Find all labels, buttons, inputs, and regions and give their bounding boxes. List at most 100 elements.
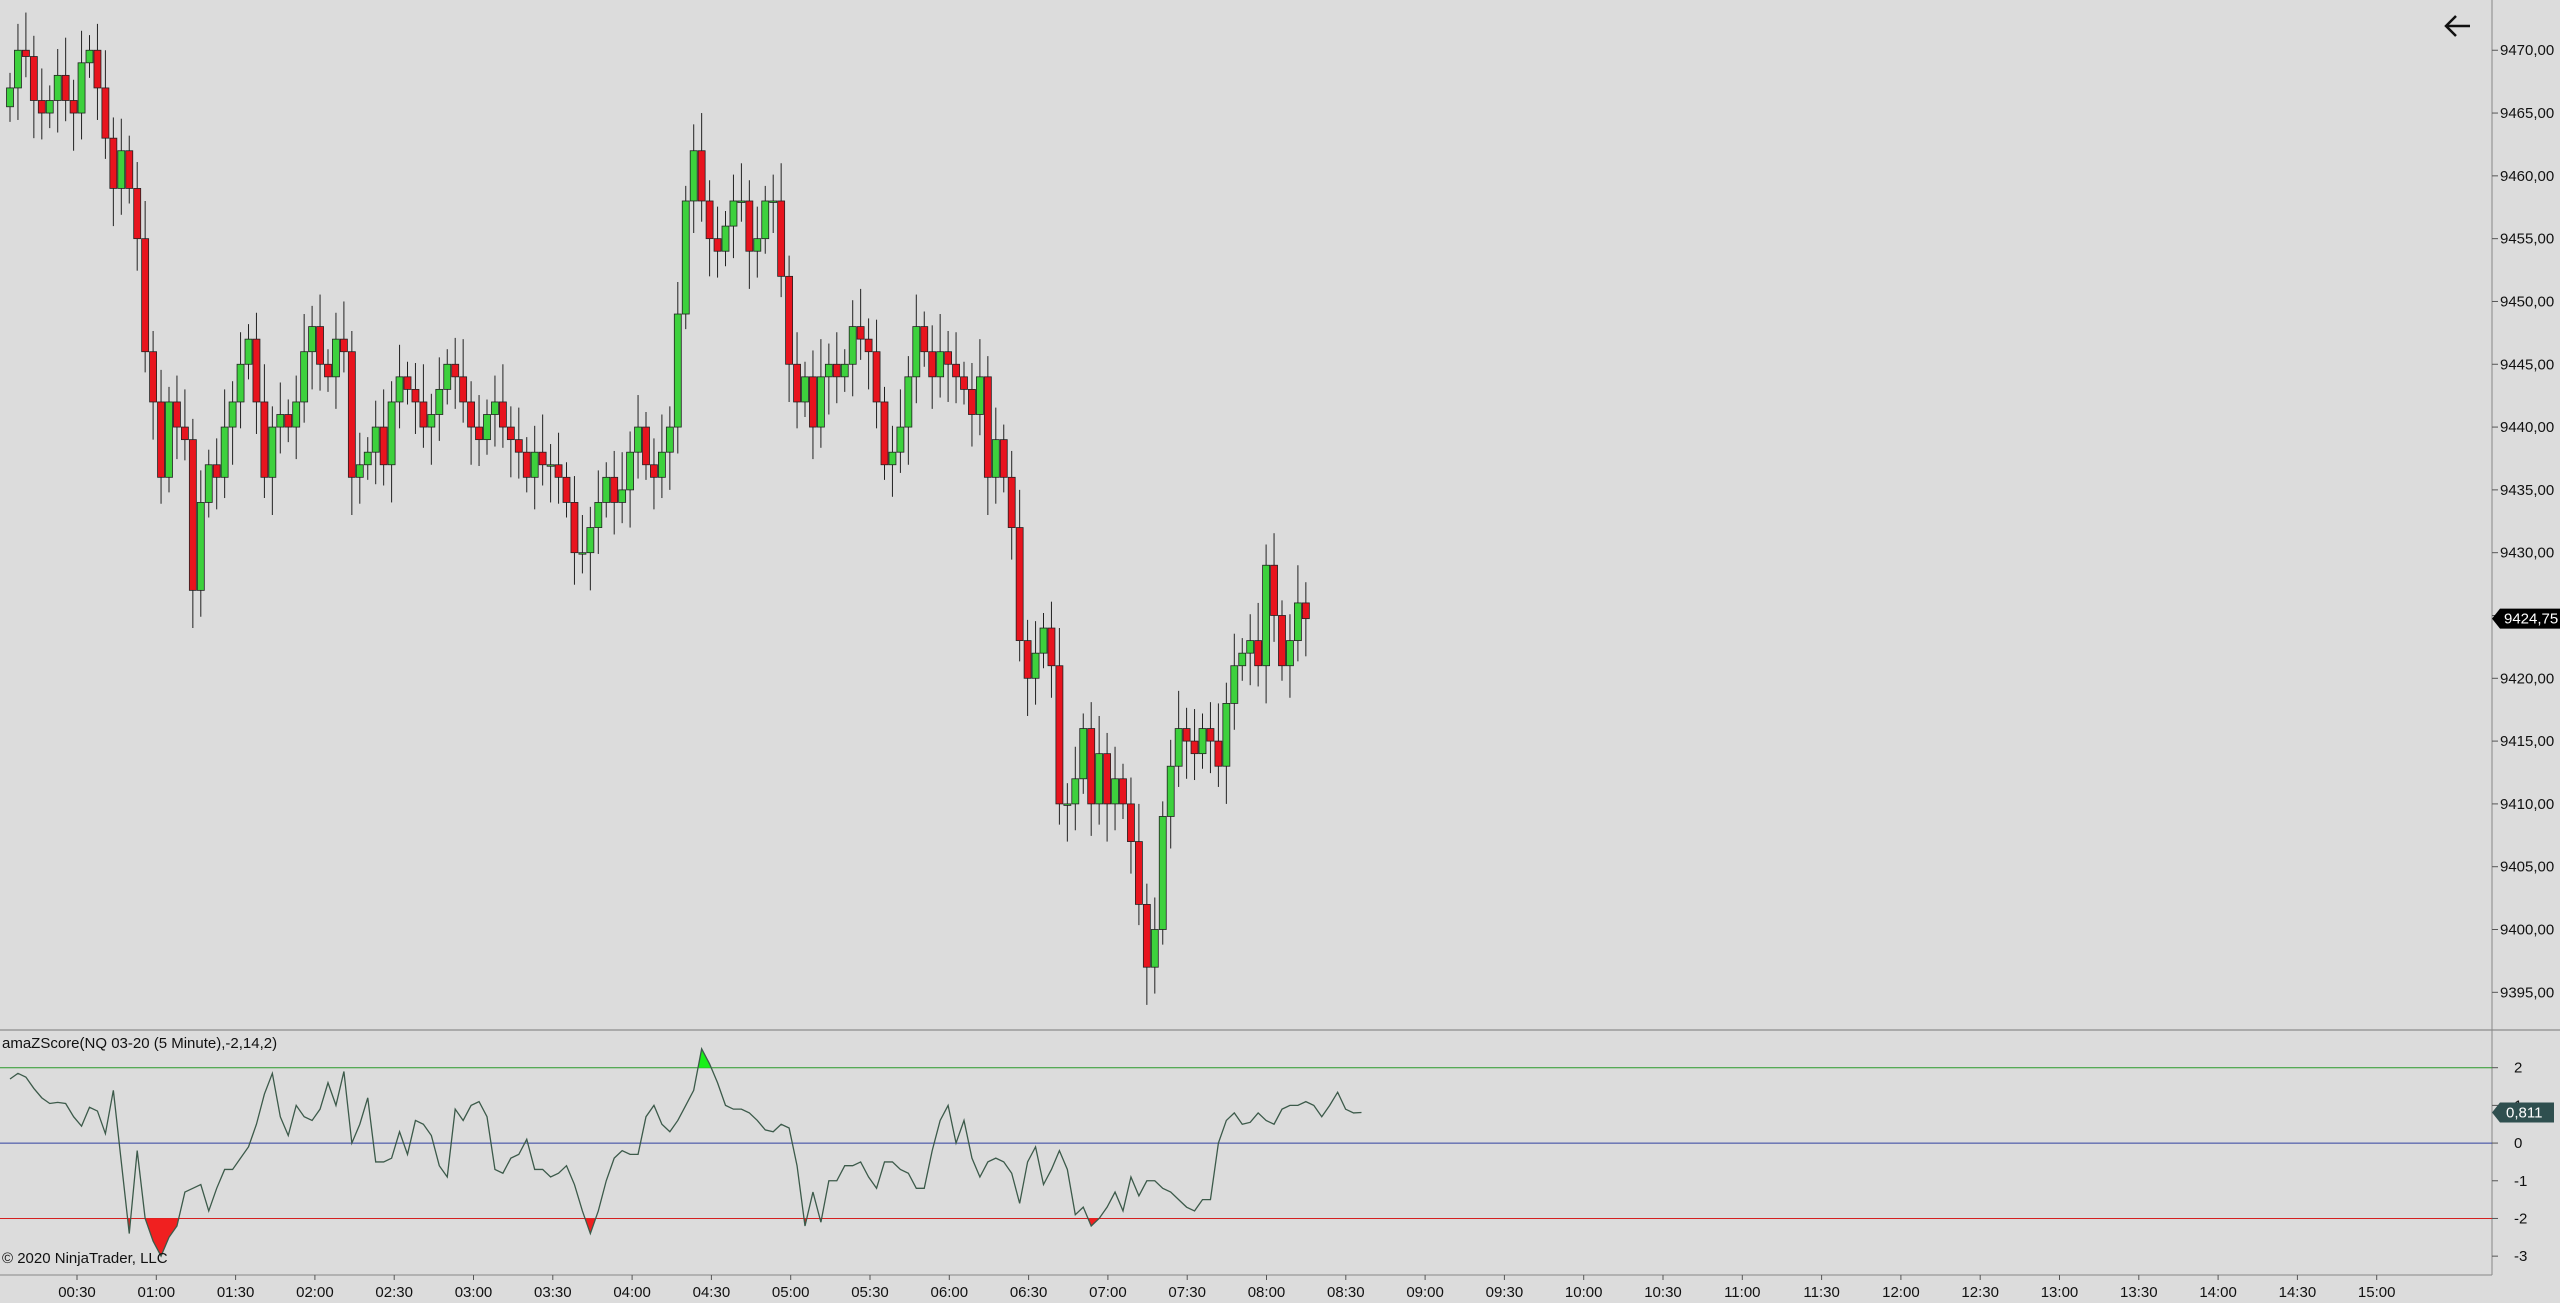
candle-body-up: [824, 363, 833, 378]
price-panel[interactable]: [6, 12, 1310, 1005]
candle-body-up: [848, 326, 857, 365]
time-axis[interactable]: 00:30 01:00 01:30 02:00 02:30 03:00 03:30 04:00…: [58, 1275, 2395, 1301]
candle-body-down: [1142, 903, 1151, 968]
candle: [316, 294, 324, 391]
candle: [506, 406, 515, 478]
candle: [1270, 533, 1278, 642]
candle: [681, 185, 690, 330]
candle-body-down: [777, 200, 786, 277]
candle-body-up: [228, 401, 237, 428]
candle-body-down: [642, 426, 650, 466]
candle: [817, 339, 825, 448]
candle-body-down: [252, 338, 261, 403]
zscore-fill-below-lower: [585, 1218, 596, 1234]
candle-body-up: [45, 100, 54, 114]
price-axis[interactable]: 9470,00 9465,00 9460,00 9455,00 9450,00 9445,…: [2492, 42, 2560, 1001]
candle-body-up: [1158, 816, 1167, 930]
candle-body-down: [1135, 841, 1143, 905]
candle: [1254, 602, 1263, 687]
time-tick-label: 09:30: [1486, 1284, 1524, 1301]
time-tick-label: 14:00: [2199, 1284, 2237, 1301]
last-zscore-label: 0,811: [2506, 1105, 2542, 1122]
candle: [642, 412, 650, 480]
candle: [1158, 801, 1167, 945]
candle: [339, 301, 348, 373]
candle-body-down: [1190, 740, 1199, 755]
candle-body-down: [1047, 627, 1056, 667]
candle-body-down: [403, 376, 412, 390]
candle-body-up: [753, 238, 762, 252]
candle-body-down: [1182, 728, 1191, 742]
candle: [459, 339, 468, 423]
candle: [514, 407, 523, 479]
candle: [1230, 633, 1239, 730]
candle-body-up: [976, 376, 984, 415]
price-tick-label: 9455,00: [2500, 231, 2554, 248]
candle-body-down: [1103, 753, 1111, 805]
candle-body-up: [530, 451, 539, 478]
candle-body-up: [395, 376, 404, 403]
candle: [1023, 619, 1032, 716]
candle-body-up: [387, 401, 396, 466]
candle: [53, 48, 62, 133]
candle: [228, 381, 237, 465]
candle-body-down: [157, 401, 165, 478]
candle-body-down: [61, 74, 70, 101]
candle-body-up: [1286, 640, 1294, 667]
candle: [944, 330, 952, 402]
candle: [14, 23, 22, 120]
zscore-line: [9, 1046, 1362, 1258]
candle: [355, 432, 364, 504]
candle: [498, 364, 507, 448]
candle-body-down: [339, 338, 348, 353]
candle: [1142, 883, 1151, 1005]
candle: [634, 395, 642, 479]
zscore-axis[interactable]: 210-1-2-30,811: [2492, 1060, 2554, 1265]
candle: [673, 281, 682, 454]
candle-body-up: [1246, 640, 1255, 654]
candle: [976, 339, 984, 436]
time-tick-label: 08:30: [1327, 1284, 1365, 1301]
candle: [864, 318, 873, 390]
candle: [721, 211, 730, 267]
candle-body-down: [697, 150, 706, 202]
candle: [840, 349, 849, 392]
time-tick-label: 02:00: [296, 1284, 334, 1301]
candle-body-down: [832, 363, 841, 378]
time-tick-label: 14:30: [2279, 1284, 2317, 1301]
candle-body-down: [109, 137, 118, 189]
candle: [173, 375, 181, 460]
candle-body-down: [69, 100, 78, 114]
candle-body-up: [371, 426, 380, 453]
price-tick-label: 9445,00: [2500, 356, 2554, 373]
candle-body-up: [888, 451, 897, 466]
candle-body-down: [785, 275, 793, 365]
time-tick-label: 13:30: [2120, 1284, 2158, 1301]
back-arrow-button[interactable]: [2440, 10, 2476, 40]
candle-body-down: [920, 326, 929, 353]
candle-body-down: [29, 56, 38, 101]
candle-body-up: [578, 552, 587, 555]
candle: [1015, 489, 1024, 662]
price-tick-label: 9420,00: [2500, 670, 2554, 687]
candle-body-down: [872, 351, 881, 403]
zscore-panel[interactable]: [0, 1046, 2492, 1258]
candle-body-down: [324, 363, 332, 378]
candle-body-down: [1119, 778, 1127, 805]
candle: [538, 414, 547, 486]
candle-body-up: [1039, 627, 1048, 654]
candle-body-down: [952, 363, 960, 378]
time-tick-label: 06:00: [931, 1284, 969, 1301]
candle: [21, 12, 30, 78]
candle: [276, 382, 285, 454]
candle-body-up: [721, 225, 730, 252]
candle: [284, 399, 293, 443]
candle: [904, 356, 913, 465]
candle: [411, 363, 420, 434]
candle-body-down: [968, 388, 976, 415]
candle: [37, 68, 46, 140]
candle-body-up: [435, 388, 444, 415]
candle: [1286, 614, 1294, 698]
candle: [729, 174, 738, 259]
